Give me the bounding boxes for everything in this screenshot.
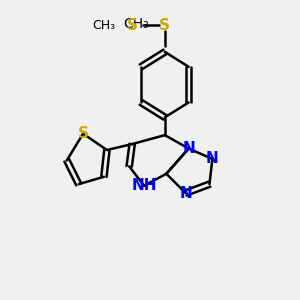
Text: CH₃: CH₃ bbox=[93, 19, 116, 32]
Text: NH: NH bbox=[131, 178, 157, 193]
Text: N: N bbox=[179, 186, 192, 201]
Text: CH₃: CH₃ bbox=[123, 17, 148, 31]
Text: S: S bbox=[127, 18, 138, 33]
Text: S: S bbox=[78, 126, 88, 141]
Text: N: N bbox=[182, 141, 195, 156]
Text: N: N bbox=[206, 152, 219, 166]
Text: S: S bbox=[159, 18, 170, 33]
